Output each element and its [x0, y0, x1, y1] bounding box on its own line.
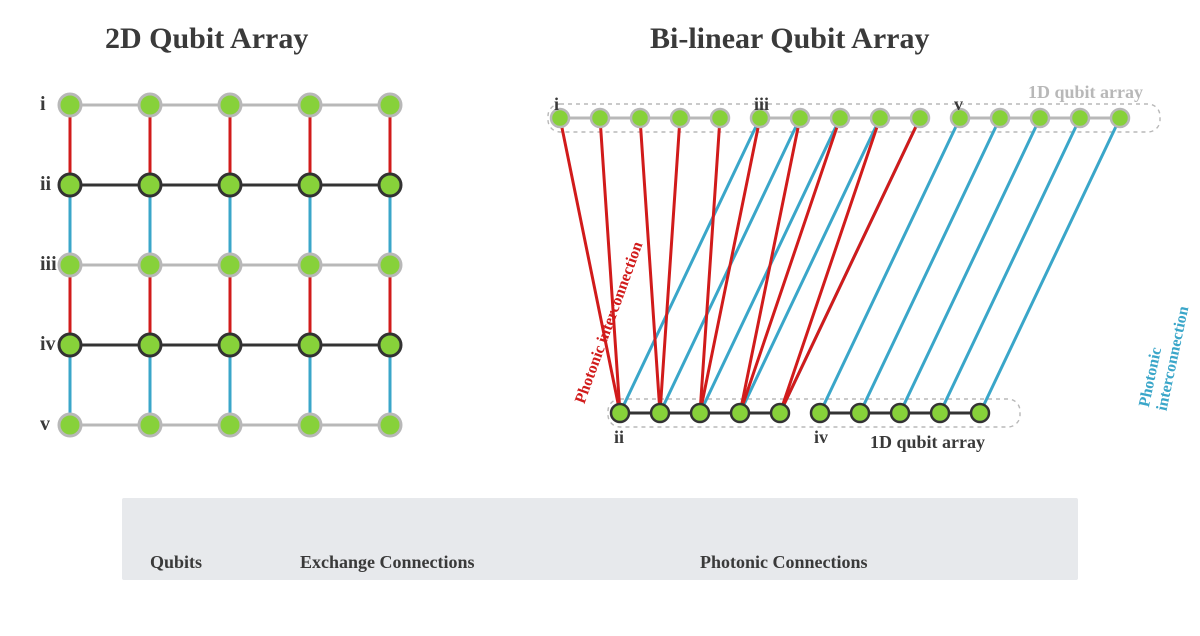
- page: 2D Qubit Array Bi-linear Qubit Array iii…: [0, 0, 1200, 636]
- grid2d-row-label: iv: [40, 333, 56, 356]
- legend-exchange: Exchange Connections: [300, 552, 475, 573]
- bottom-1d-array-label: 1D qubit array: [870, 432, 985, 453]
- top-1d-array-label: 1D qubit array: [1028, 82, 1143, 103]
- grid2d-row-label: ii: [40, 173, 51, 196]
- bilinear-top-label: i: [554, 94, 559, 115]
- bilinear-top-label: iii: [754, 94, 769, 115]
- bilinear-top-label: v: [954, 94, 963, 115]
- grid2d-row-label: i: [40, 93, 46, 116]
- bilinear-bottom-label: ii: [614, 427, 624, 448]
- legend-qubits: Qubits: [150, 552, 202, 573]
- legend-box: [122, 498, 1078, 580]
- grid2d-row-label: v: [40, 413, 50, 436]
- grid2d-row-label: iii: [40, 253, 57, 276]
- legend-photonic: Photonic Connections: [700, 552, 868, 573]
- bilinear-bottom-label: iv: [814, 427, 828, 448]
